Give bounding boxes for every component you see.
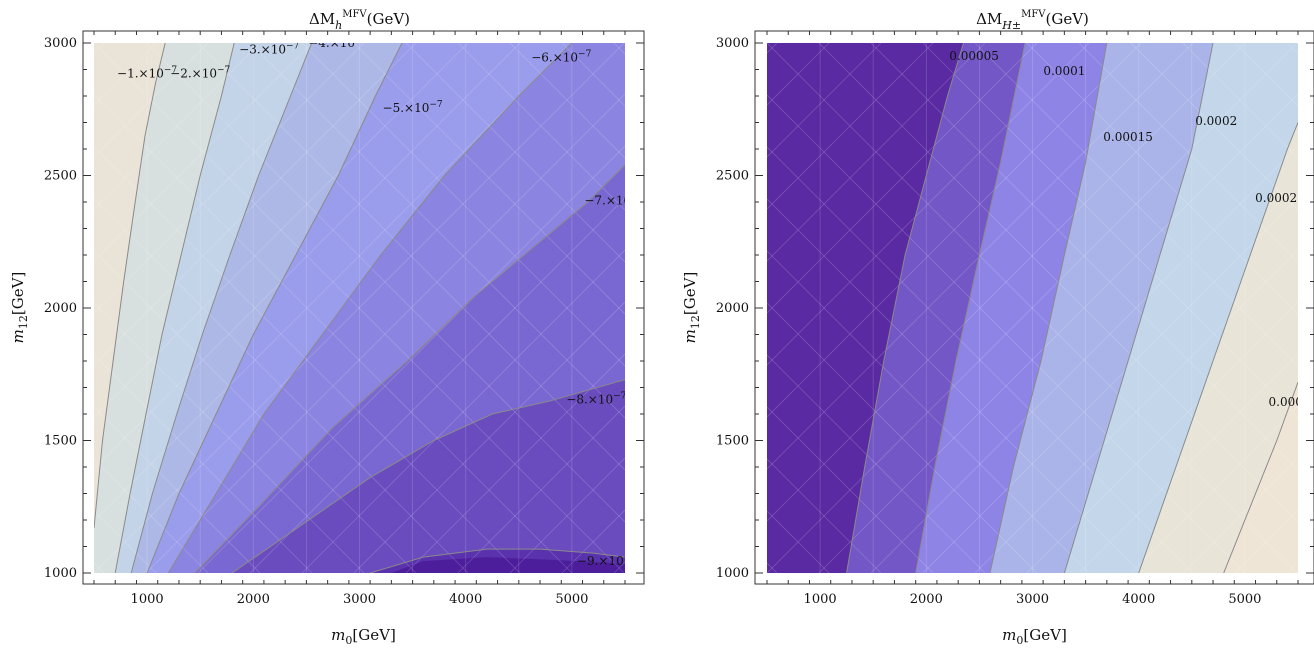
x-tick-label: 2000 <box>910 592 943 607</box>
mesh-lines <box>767 43 1298 573</box>
x-tick-label: 5000 <box>555 592 588 607</box>
chart-title: ΔMhMFV(GeV) <box>309 9 410 32</box>
y-tick-label: 2500 <box>44 169 77 184</box>
contour-label: −9.×10−7 <box>577 553 637 568</box>
contour-line <box>915 43 1026 573</box>
contour-line <box>846 43 964 573</box>
contour-line <box>1223 382 1298 573</box>
y-tick-label: 1500 <box>716 434 749 449</box>
contour-line <box>114 43 235 573</box>
contour-line <box>1138 122 1298 573</box>
contour-label: 0.0001 <box>1043 64 1085 78</box>
contour-regions: 0.00005 0.0001 0.00015 0.0002 0.00025 0.0003 <box>767 43 1311 573</box>
x-axis-label: m0[GeV] <box>331 626 396 647</box>
contour-label: 0.0003 <box>1269 395 1311 409</box>
contour-line <box>369 548 625 573</box>
y-tick-label: 1000 <box>44 566 77 581</box>
y-tick-label: 1000 <box>716 566 749 581</box>
contour-label: 0.00015 <box>1103 130 1153 144</box>
contour-label: −3.×10−7 <box>239 42 299 57</box>
contour-region <box>232 379 625 573</box>
x-tick-label: 4000 <box>1122 592 1155 607</box>
contour-label: −2.×10−7 <box>170 65 230 80</box>
contour-region <box>1223 382 1298 573</box>
contour-label: −1.×10−7 <box>117 65 177 80</box>
chart-title: ΔMH±MFV(GeV) <box>976 9 1089 32</box>
contour-line <box>989 43 1108 573</box>
contour-line <box>130 43 313 573</box>
x-tick-label: 2000 <box>237 592 270 607</box>
contour-label: −8.×10−7 <box>566 391 626 406</box>
contour-region <box>391 557 625 573</box>
y-tick-label: 3000 <box>44 36 77 51</box>
y-tick-label: 3000 <box>716 36 749 51</box>
contour-label: −6.×10−7 <box>531 50 591 65</box>
contour-regions: −1.×10−7−2.×10−7 −3.×10−7 −4.×10−7 −5.×10−7… <box>94 35 644 573</box>
y-axis-label: m12[GeV] <box>681 272 702 344</box>
contour-line <box>167 43 573 573</box>
x-tick-label: 5000 <box>1228 592 1261 607</box>
x-tick-label: 1000 <box>131 592 164 607</box>
chart-left: −1.×10−7−2.×10−7 −3.×10−7 −4.×10−7 −5.×10−7… <box>9 9 645 647</box>
contour-label: −5.×10−7 <box>383 100 443 115</box>
x-tick-label: 1000 <box>804 592 837 607</box>
contour-label: −4.×10−7 <box>308 35 368 50</box>
contour-label: 0.0002 <box>1195 114 1237 128</box>
contour-label: 0.00005 <box>949 49 999 63</box>
contour-line <box>146 43 403 573</box>
x-tick-label: 4000 <box>449 592 482 607</box>
contour-line <box>194 164 625 573</box>
y-tick-label: 2000 <box>44 301 77 316</box>
chart-right: 0.00005 0.0001 0.00015 0.0002 0.00025 0.0003 1… <box>681 9 1314 647</box>
contour-line <box>231 379 625 573</box>
x-tick-label: 3000 <box>343 592 376 607</box>
contour-label: −7.×10−7 <box>584 193 644 208</box>
contour-label: 0.00025 <box>1255 191 1305 205</box>
contour-line <box>94 43 166 529</box>
y-tick-label: 2500 <box>716 169 749 184</box>
contour-line <box>1063 43 1214 573</box>
y-tick-label: 2000 <box>716 301 749 316</box>
x-tick-label: 3000 <box>1016 592 1049 607</box>
y-axis-label: m12[GeV] <box>9 272 30 344</box>
y-tick-label: 1500 <box>44 434 77 449</box>
ticks <box>755 31 1314 584</box>
x-axis-label: m0[GeV] <box>1002 626 1067 647</box>
ticks <box>83 31 644 584</box>
